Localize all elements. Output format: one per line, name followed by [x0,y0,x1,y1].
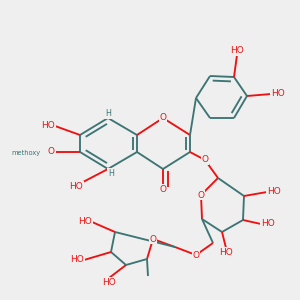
Text: O: O [202,155,208,164]
Text: O: O [160,184,167,194]
Text: HO: HO [267,188,281,196]
Text: HO: HO [102,278,116,287]
Text: O: O [193,250,200,260]
Text: H: H [105,109,111,118]
Text: HO: HO [261,220,275,229]
Text: HO: HO [69,182,83,191]
Text: methoxy: methoxy [12,150,41,156]
Text: HO: HO [230,46,244,55]
Text: HO: HO [271,89,285,98]
Text: O: O [197,190,205,200]
Text: HO: HO [78,218,92,226]
Text: HO: HO [70,256,84,265]
Text: O: O [48,148,55,157]
Text: O: O [160,113,167,122]
Text: HO: HO [41,122,55,130]
Text: H: H [108,169,114,178]
Text: O: O [149,235,157,244]
Text: HO: HO [219,248,233,257]
